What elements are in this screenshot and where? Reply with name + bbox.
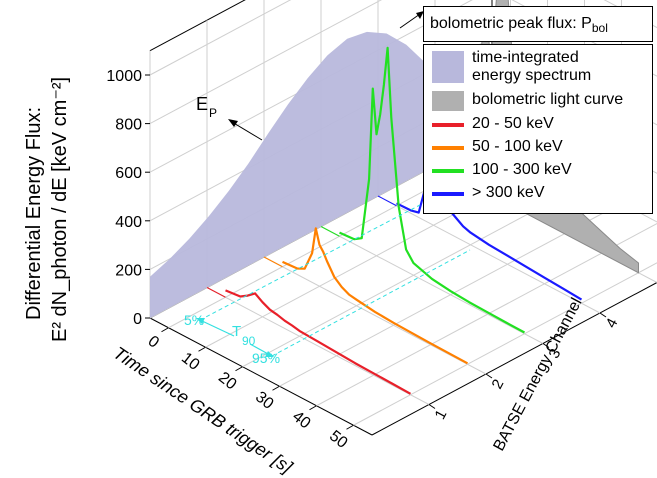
t90-label: T [232, 323, 241, 340]
t90-label-sub: 90 [242, 334, 256, 348]
z-tick-label-1: 2 [489, 377, 508, 392]
y-axis-label-line2: E² dN_photon / dE [keV cm⁻²] [49, 77, 71, 342]
x-tick-1 [198, 346, 206, 352]
ep-annotation-sub: P [209, 106, 217, 120]
legend-label-bolometric: bolometric light curve [472, 91, 624, 108]
legend-swatch-bolometric [432, 91, 464, 111]
x-tick-label-0: 0 [145, 333, 163, 352]
x-tick-label-1: 10 [178, 350, 203, 374]
series-start-channel-1 [206, 287, 226, 298]
x-tick-4 [309, 405, 317, 411]
t90-arrowhead-right [265, 351, 274, 357]
y-tick-label-5: 1000 [106, 68, 142, 85]
bolometric-peak-flux-label: bolometric peak flux: Pbol [423, 6, 653, 42]
y-tick-label-0: 0 [133, 311, 142, 328]
legend-swatch-ch1 [432, 123, 464, 127]
legend-label-ch3: 100 - 300 keV [472, 161, 572, 178]
legend-swatch-ch4 [432, 192, 464, 196]
t90-dash-start [199, 204, 421, 321]
t90-arrowhead-left [196, 318, 205, 324]
legend-label-ch4: > 300 keV [472, 184, 545, 201]
ep-annotation: E [196, 94, 208, 114]
grid-line-floor-t-5 [353, 262, 657, 426]
axis-edge-floor-front [149, 317, 373, 436]
y-tick-label-4: 800 [115, 117, 142, 134]
grid-line-floor-ch-3 [377, 195, 601, 314]
z-axis-label: BATSE Energy Channel [491, 295, 586, 453]
z-tick-0 [428, 404, 436, 409]
ep-arrowhead [228, 119, 238, 127]
series-line-channel-3 [339, 46, 526, 334]
pct95-label: 95% [252, 350, 280, 366]
z-tick-label-3: 4 [603, 316, 622, 331]
x-tick-label-5: 50 [326, 428, 351, 452]
grid-line-floor-ch-0 [206, 287, 430, 405]
x-tick-label-2: 20 [215, 369, 240, 393]
peak-text: bolometric peak flux: P [430, 15, 592, 32]
t90-dash-end [271, 249, 471, 357]
y-tick-label-1: 200 [115, 262, 142, 279]
y-tick-label-2: 400 [115, 214, 142, 231]
x-tick-label-4: 40 [289, 408, 314, 432]
z-tick-1 [485, 373, 493, 379]
series-start-channel-4 [377, 195, 397, 207]
peak-text-sub: bol [591, 21, 608, 36]
legend-label-ch1: 20 - 50 keV [472, 115, 554, 132]
legend-swatch-ch3 [432, 169, 464, 173]
z-tick-label-0: 1 [432, 407, 451, 422]
y-tick-label-3: 600 [115, 165, 142, 182]
legend-label-spectrum: time-integrated energy spectrum [472, 49, 592, 84]
legend: time-integrated energy spectrum bolometr… [423, 44, 653, 214]
spectrum-area [150, 31, 486, 319]
t90-annotation: 5% T 90 95% [184, 204, 471, 366]
z-tick-3 [599, 312, 607, 318]
pbol-arrow [399, 13, 421, 29]
x-tick-0 [161, 327, 169, 333]
series-line-channel-2 [282, 227, 469, 365]
x-tick-5 [346, 424, 354, 430]
t90-arrow-right [249, 343, 271, 356]
x-tick-2 [235, 366, 243, 372]
pbol-arrowhead [416, 11, 424, 19]
t90-arrow-left [199, 319, 235, 337]
series-start-channel-2 [263, 256, 283, 268]
legend-swatch-ch2 [432, 146, 464, 150]
x-tick-label-3: 30 [252, 389, 277, 413]
legend-label-ch2: 50 - 100 keV [472, 138, 563, 155]
ep-arrow [231, 121, 263, 141]
grid-line-floor-ch-2 [320, 226, 544, 344]
pct5-label: 5% [184, 312, 204, 328]
legend-swatch-spectrum [432, 51, 464, 83]
series-start-channel-3 [320, 226, 340, 237]
series-line-channel-1 [225, 289, 412, 395]
y-axis-label-line1: Differential Energy Flux: [23, 107, 45, 320]
x-tick-3 [272, 385, 280, 391]
z-tick-2 [542, 343, 550, 348]
